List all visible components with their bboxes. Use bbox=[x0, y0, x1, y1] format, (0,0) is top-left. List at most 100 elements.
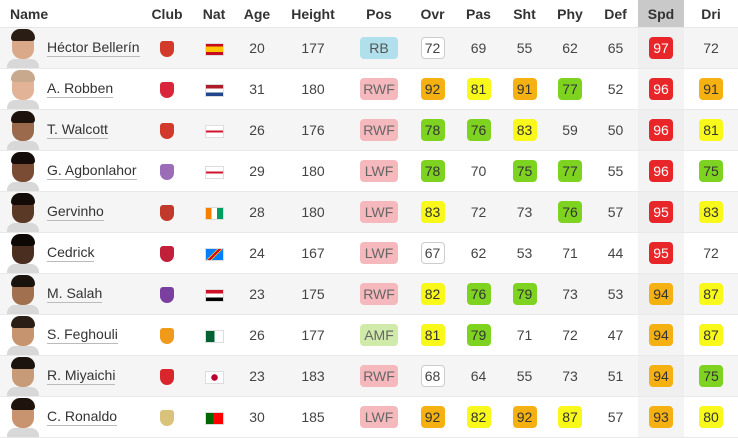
spd-cell: 96 bbox=[638, 68, 684, 110]
pas-cell: 81 bbox=[455, 68, 502, 110]
age-cell: 28 bbox=[236, 191, 278, 233]
phy-cell: 87 bbox=[547, 396, 593, 438]
position-badge: LWF bbox=[360, 201, 398, 223]
player-name-link[interactable]: Cedrick bbox=[47, 244, 95, 262]
def-value: 53 bbox=[607, 286, 624, 302]
pas-value: 72 bbox=[470, 204, 487, 220]
col-header-club[interactable]: Club bbox=[142, 0, 192, 28]
name-cell: Cedrick bbox=[0, 232, 142, 274]
spd-cell: 95 bbox=[638, 232, 684, 274]
col-header-dri[interactable]: Dri bbox=[684, 0, 738, 28]
dri-cell: 81 bbox=[684, 109, 738, 151]
player-name-link[interactable]: A. Robben bbox=[47, 80, 114, 98]
col-header-pas[interactable]: Pas bbox=[455, 0, 502, 28]
ovr-cell: 72 bbox=[410, 27, 455, 69]
ovr-cell: 78 bbox=[410, 109, 455, 151]
player-name-link[interactable]: M. Salah bbox=[47, 285, 103, 303]
pas-value: 76 bbox=[466, 119, 491, 141]
ovr-cell: 83 bbox=[410, 191, 455, 233]
nat-cell bbox=[192, 68, 236, 110]
table-row[interactable]: M. Salah 23 175 RWF 82 76 79 73 53 94 87 bbox=[0, 273, 738, 315]
age-cell: 26 bbox=[236, 314, 278, 356]
sht-cell: 92 bbox=[502, 396, 547, 438]
dri-cell: 72 bbox=[684, 232, 738, 274]
phy-value: 76 bbox=[558, 201, 582, 223]
player-name-link[interactable]: S. Feghouli bbox=[47, 326, 118, 344]
age-cell: 23 bbox=[236, 273, 278, 315]
table-row[interactable]: Cedrick 24 167 LWF 67 62 53 71 44 95 72 bbox=[0, 232, 738, 274]
pas-cell: 76 bbox=[455, 109, 502, 151]
table-row[interactable]: Héctor Bellerín 20 177 RB 72 69 55 62 65 97 72 bbox=[0, 27, 738, 69]
def-value: 52 bbox=[607, 81, 624, 97]
nat-cell bbox=[192, 150, 236, 192]
player-name-link[interactable]: Héctor Bellerín bbox=[47, 39, 140, 57]
dri-cell: 91 bbox=[684, 68, 738, 110]
nation-flag-icon bbox=[204, 288, 224, 302]
col-header-nat[interactable]: Nat bbox=[192, 0, 236, 28]
phy-cell: 76 bbox=[547, 191, 593, 233]
ovr-cell: 92 bbox=[410, 68, 455, 110]
table-row[interactable]: C. Ronaldo 30 185 LWF 92 82 92 87 57 93 80 bbox=[0, 396, 738, 438]
player-name-link[interactable]: T. Walcott bbox=[47, 121, 108, 139]
position-badge: AMF bbox=[360, 324, 398, 346]
sht-cell: 75 bbox=[502, 150, 547, 192]
player-name-link[interactable]: G. Agbonlahor bbox=[47, 162, 137, 180]
player-name-link[interactable]: R. Miyaichi bbox=[47, 367, 116, 385]
height-cell: 183 bbox=[278, 355, 348, 397]
table-row[interactable]: T. Walcott 26 176 RWF 78 76 83 59 50 96 81 bbox=[0, 109, 738, 151]
player-avatar bbox=[5, 356, 41, 396]
pas-cell: 64 bbox=[455, 355, 502, 397]
height-cell: 177 bbox=[278, 314, 348, 356]
col-header-ovr[interactable]: Ovr bbox=[410, 0, 455, 28]
col-header-height[interactable]: Height bbox=[278, 0, 348, 28]
col-header-sht[interactable]: Sht bbox=[502, 0, 547, 28]
sht-value: 75 bbox=[512, 160, 537, 182]
player-name-link[interactable]: C. Ronaldo bbox=[47, 408, 118, 426]
pas-cell: 82 bbox=[455, 396, 502, 438]
col-header-def[interactable]: Def bbox=[593, 0, 638, 28]
club-crest-icon bbox=[160, 122, 174, 139]
def-value: 51 bbox=[607, 368, 624, 384]
ovr-value: 83 bbox=[420, 201, 445, 223]
dri-cell: 72 bbox=[684, 27, 738, 69]
club-crest-icon bbox=[160, 327, 174, 344]
def-cell: 55 bbox=[593, 150, 638, 192]
table-row[interactable]: G. Agbonlahor 29 180 LWF 78 70 75 77 55 96 75 bbox=[0, 150, 738, 192]
spd-cell: 93 bbox=[638, 396, 684, 438]
dri-value: 91 bbox=[699, 78, 723, 100]
dri-value: 72 bbox=[703, 245, 719, 261]
nat-cell bbox=[192, 109, 236, 151]
table-row[interactable]: A. Robben 31 180 RWF 92 81 91 77 52 96 91 bbox=[0, 68, 738, 110]
col-header-phy[interactable]: Phy bbox=[547, 0, 593, 28]
col-header-age[interactable]: Age bbox=[236, 0, 278, 28]
phy-value: 62 bbox=[562, 40, 578, 56]
col-header-spd[interactable]: Spd bbox=[638, 0, 684, 28]
pas-cell: 76 bbox=[455, 273, 502, 315]
club-cell bbox=[142, 314, 192, 356]
height-cell: 180 bbox=[278, 191, 348, 233]
col-header-pos[interactable]: Pos bbox=[348, 0, 410, 28]
spd-value: 94 bbox=[649, 324, 673, 346]
sht-value: 53 bbox=[516, 245, 533, 261]
pos-cell: AMF bbox=[348, 314, 410, 356]
spd-cell: 95 bbox=[638, 191, 684, 233]
def-cell: 50 bbox=[593, 109, 638, 151]
club-crest-icon bbox=[160, 40, 174, 57]
pas-cell: 62 bbox=[455, 232, 502, 274]
ovr-value: 81 bbox=[420, 324, 445, 346]
col-header-name[interactable]: Name bbox=[0, 0, 142, 28]
pas-cell: 79 bbox=[455, 314, 502, 356]
table-row[interactable]: S. Feghouli 26 177 AMF 81 79 71 72 47 94 87 bbox=[0, 314, 738, 356]
phy-cell: 62 bbox=[547, 27, 593, 69]
nation-flag-icon bbox=[204, 42, 224, 56]
sht-cell: 83 bbox=[502, 109, 547, 151]
age-cell: 20 bbox=[236, 27, 278, 69]
table-row[interactable]: R. Miyaichi 23 183 RWF 68 64 55 73 51 94 75 bbox=[0, 355, 738, 397]
ovr-value: 68 bbox=[420, 365, 445, 387]
table-row[interactable]: Gervinho 28 180 LWF 83 72 73 76 57 95 83 bbox=[0, 191, 738, 233]
player-avatar bbox=[5, 110, 41, 150]
name-cell: A. Robben bbox=[0, 68, 142, 110]
nat-cell bbox=[192, 314, 236, 356]
player-name-link[interactable]: Gervinho bbox=[47, 203, 104, 221]
def-value: 50 bbox=[607, 122, 624, 138]
